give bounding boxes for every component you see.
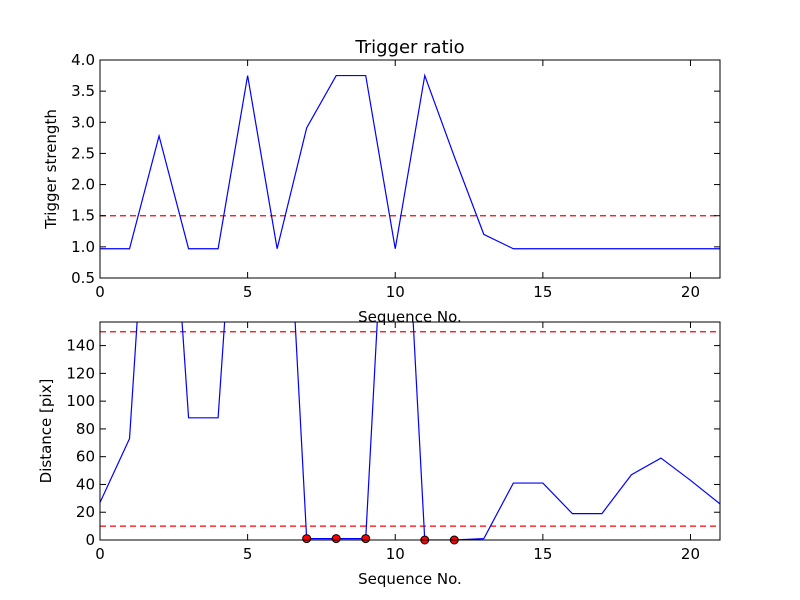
x-axis-label: Sequence No. bbox=[358, 308, 462, 326]
y-tick-label: 1.0 bbox=[71, 238, 95, 256]
y-tick-label: 2.5 bbox=[71, 144, 95, 162]
trigger-ratio-chart: Trigger ratio 0 5 10 15 20 0.5 1.0 1.5 2.0 2.5 3.0… bbox=[42, 37, 721, 326]
y-tick-label: 1.5 bbox=[71, 207, 95, 225]
chart-title: Trigger ratio bbox=[354, 37, 464, 58]
y-tick-label: 120 bbox=[66, 364, 95, 382]
y-axis-label: Distance [pix] bbox=[37, 379, 55, 484]
x-axis-label: Sequence No. bbox=[358, 570, 462, 588]
y-tick-label: 0.5 bbox=[71, 269, 95, 287]
series-line bbox=[100, 73, 720, 250]
y-tick-label: 0 bbox=[85, 531, 95, 549]
x-tick-label: 10 bbox=[386, 545, 405, 563]
series-lines bbox=[100, 322, 720, 540]
series-line bbox=[100, 322, 720, 540]
data-point-marker bbox=[361, 534, 371, 544]
series-lines bbox=[100, 73, 720, 250]
x-tick-label: 15 bbox=[533, 283, 552, 301]
y-tick-label: 3.5 bbox=[71, 82, 95, 100]
y-tick-label: 40 bbox=[76, 475, 95, 493]
plot-frame bbox=[99, 59, 721, 279]
y-tick-label: 20 bbox=[76, 503, 95, 521]
y-tick-label: 4.0 bbox=[71, 51, 95, 69]
y-axis-label: Trigger strength bbox=[42, 109, 60, 230]
data-point-marker bbox=[331, 534, 341, 544]
x-tick-label: 20 bbox=[681, 545, 700, 563]
y-tick-label: 3.0 bbox=[71, 113, 95, 131]
plot-frame bbox=[99, 321, 721, 541]
y-tick-label: 2.0 bbox=[71, 176, 95, 194]
axis-ticks: 0 5 10 15 20 0 20 40 60 80 100 120 140 bbox=[66, 322, 720, 563]
x-tick-label: 5 bbox=[243, 545, 253, 563]
x-tick-label: 10 bbox=[386, 283, 405, 301]
y-tick-label: 100 bbox=[66, 392, 95, 410]
axis-ticks: 0 5 10 15 20 0.5 1.0 1.5 2.0 2.5 3.0 3.5 4.0 bbox=[71, 51, 720, 301]
y-tick-label: 80 bbox=[76, 420, 95, 438]
y-tick-label: 60 bbox=[76, 448, 95, 466]
threshold-lines bbox=[100, 331, 720, 527]
x-tick-label: 5 bbox=[243, 283, 253, 301]
y-tick-label: 140 bbox=[66, 337, 95, 355]
x-tick-label: 15 bbox=[533, 545, 552, 563]
x-tick-label: 0 bbox=[95, 283, 105, 301]
data-point-marker bbox=[302, 534, 312, 544]
x-tick-label: 0 bbox=[95, 545, 105, 563]
x-tick-label: 20 bbox=[681, 283, 700, 301]
